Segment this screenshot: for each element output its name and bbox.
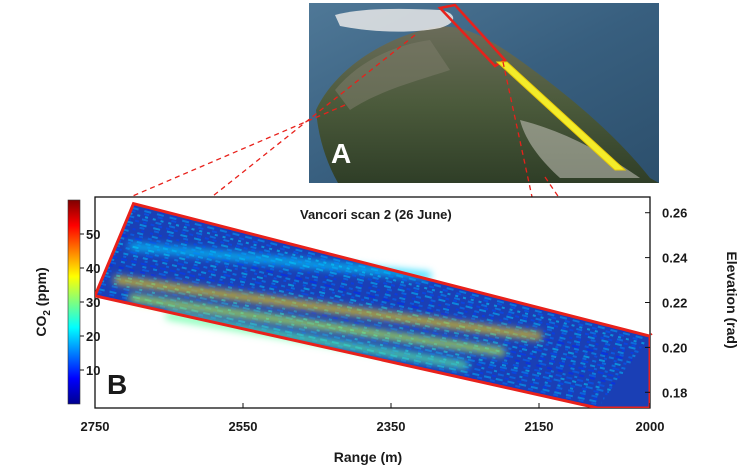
x-tick-label: 2350 bbox=[377, 419, 406, 434]
x-axis-label: Range (m) bbox=[334, 449, 402, 465]
colorbar: 50 40 30 20 10 CO2 (ppm) bbox=[33, 199, 100, 405]
noise-stripe bbox=[115, 244, 627, 370]
colorbar-tick-label: 10 bbox=[86, 363, 100, 378]
noise-stripe bbox=[114, 247, 625, 373]
y-tick-label: 0.26 bbox=[662, 206, 687, 221]
colorbar-ticks: 50 40 30 20 10 bbox=[80, 227, 100, 378]
noise-stripe bbox=[122, 228, 636, 358]
noise-stripe bbox=[108, 260, 618, 383]
y-axis-label: Elevation (rad) bbox=[724, 251, 740, 348]
panel-a-label: A bbox=[331, 138, 351, 169]
panel-a-photo: A bbox=[309, 3, 659, 184]
noise-stripe bbox=[130, 209, 647, 343]
y-tick-label: 0.22 bbox=[662, 296, 687, 311]
y-tick-label: 0.20 bbox=[662, 340, 687, 355]
colorbar-tick-label: 30 bbox=[86, 295, 100, 310]
colorbar-label: CO2 (ppm) bbox=[33, 267, 53, 336]
noise-stripe bbox=[127, 217, 642, 349]
plume-band bbox=[128, 294, 506, 356]
colorbar-gradient bbox=[67, 199, 81, 405]
x-tick-label: 2550 bbox=[229, 419, 258, 434]
noise-stripe bbox=[111, 255, 621, 379]
x-tick-label: 2750 bbox=[81, 419, 110, 434]
scan-region-outline bbox=[95, 201, 650, 408]
noise-stripe bbox=[125, 220, 641, 351]
noise-stripe bbox=[96, 290, 600, 406]
colorbar-tick-label: 40 bbox=[86, 261, 100, 276]
chart-title: Vancori scan 2 (26 June) bbox=[300, 207, 452, 222]
noise-stripe bbox=[128, 214, 644, 347]
x-axis: 2750 2550 2350 2150 2000 bbox=[81, 403, 665, 434]
noise-stripe bbox=[98, 285, 604, 402]
y-axis-right: 0.26 0.24 0.22 0.20 0.18 bbox=[645, 206, 688, 400]
ash-slope bbox=[335, 40, 450, 110]
colorbar-tick-label: 20 bbox=[86, 329, 100, 344]
plume-band bbox=[113, 276, 543, 340]
x-tick-label: 2150 bbox=[525, 419, 554, 434]
noise-stripe bbox=[102, 277, 608, 396]
noise-stripe bbox=[129, 212, 645, 345]
scan-beam-yellow bbox=[495, 61, 627, 171]
volcanic-plume bbox=[335, 8, 454, 32]
scan-sector-outline bbox=[437, 3, 507, 68]
colorbar-tick-label: 50 bbox=[86, 227, 100, 242]
y-tick-label: 0.24 bbox=[662, 251, 688, 266]
noise-stripe bbox=[101, 279, 607, 398]
y-tick-label: 0.18 bbox=[662, 385, 687, 400]
noise-stripe bbox=[119, 236, 631, 364]
noise-stripe bbox=[121, 231, 635, 360]
panel-b-chart: Vancori scan 2 (26 June) B 2750 2550 2350 2… bbox=[81, 196, 740, 465]
plume-band bbox=[128, 242, 432, 280]
noise-stripe bbox=[120, 233, 633, 362]
noise-stripe bbox=[105, 269, 613, 389]
noise-stripe bbox=[116, 242, 628, 368]
panel-b-label: B bbox=[107, 369, 127, 400]
connector-line bbox=[127, 104, 346, 199]
x-tick-label: 2000 bbox=[636, 419, 665, 434]
noise-stripe bbox=[117, 239, 630, 366]
